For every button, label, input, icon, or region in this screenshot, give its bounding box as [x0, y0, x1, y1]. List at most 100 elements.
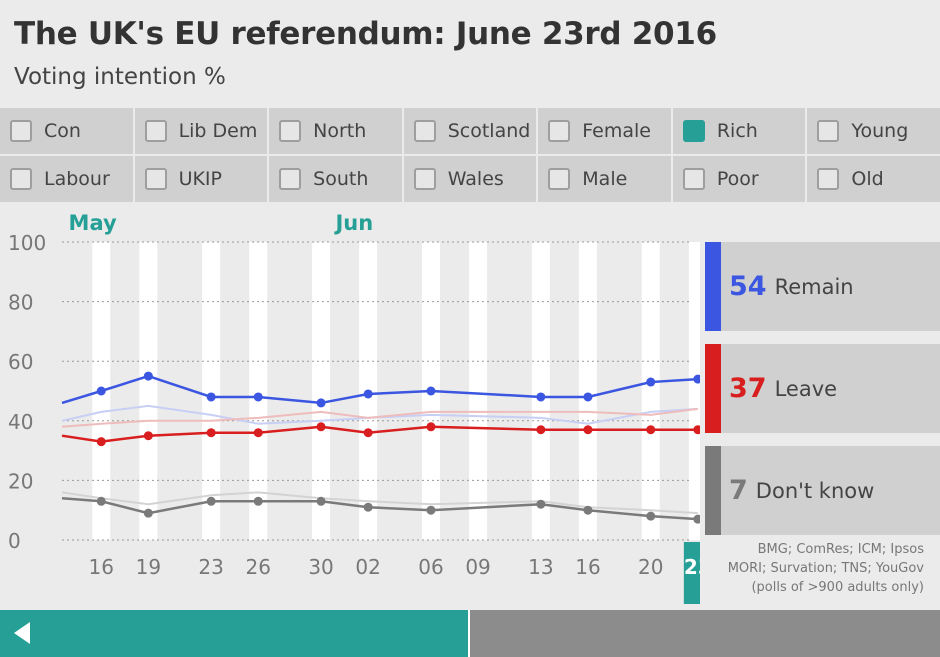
dont-know-value: 7 — [729, 475, 748, 506]
y-tick-label: 80 — [8, 291, 33, 315]
checkbox-icon[interactable] — [144, 120, 167, 142]
filter-label: South — [313, 168, 369, 190]
filter-wales[interactable]: Wales — [403, 156, 537, 202]
background-series-line — [61, 491, 698, 515]
filter-rich[interactable]: Rich — [672, 108, 806, 154]
filter-panel: Con Lib Dem North Scotland Female Rich Y… — [0, 108, 940, 204]
remain-label: Remain — [774, 274, 854, 299]
date-stripe — [531, 242, 550, 540]
filter-old[interactable]: Old — [807, 156, 940, 202]
data-point — [426, 422, 436, 432]
data-point — [96, 437, 106, 447]
data-point — [363, 502, 373, 512]
filter-female[interactable]: Female — [538, 108, 671, 154]
x-tick-label: 20 — [638, 555, 663, 579]
data-point — [693, 374, 700, 384]
filter-label: Poor — [716, 168, 759, 190]
checkbox-icon[interactable] — [279, 168, 302, 190]
filter-label: Scotland — [447, 120, 531, 142]
checkbox-icon[interactable] — [682, 120, 705, 142]
filter-lib-dem[interactable]: Lib Dem — [134, 108, 268, 154]
source-note: BMG; ComRes; ICM; Ipsos MORI; Survation;… — [728, 540, 924, 597]
checkbox-icon[interactable] — [682, 168, 705, 190]
date-stripe — [202, 242, 221, 540]
filter-north[interactable]: North — [269, 108, 402, 154]
y-tick-label: 100 — [8, 231, 46, 255]
date-stripe — [249, 242, 268, 540]
data-point — [693, 425, 700, 435]
filter-label: Old — [851, 168, 884, 190]
filter-label: Female — [582, 120, 651, 142]
data-point — [316, 422, 326, 432]
legend-dont-know[interactable]: 7 Don't know — [705, 446, 940, 535]
filter-male[interactable]: Male — [538, 156, 671, 202]
background-series-line — [61, 404, 698, 425]
data-point — [646, 377, 656, 387]
legend-leave[interactable]: 37 Leave — [705, 344, 940, 433]
series-line — [61, 425, 698, 443]
data-point — [143, 371, 153, 381]
x-tick-label: 16 — [89, 555, 114, 579]
dont-know-color-bar — [705, 446, 721, 535]
date-stripe — [312, 242, 331, 540]
data-point — [693, 514, 700, 524]
data-point — [143, 431, 153, 441]
y-tick-label: 0 — [8, 529, 21, 553]
y-tick-label: 60 — [8, 350, 33, 374]
checkbox-icon[interactable] — [817, 168, 840, 190]
legend-remain[interactable]: 54 Remain — [705, 242, 940, 331]
checkbox-icon[interactable] — [144, 168, 167, 190]
data-point — [646, 425, 656, 435]
filter-young[interactable]: Young — [807, 108, 940, 154]
checkbox-icon[interactable] — [817, 120, 840, 142]
filter-scotland[interactable]: Scotland — [403, 108, 537, 154]
data-point — [536, 392, 546, 402]
y-tick-label: 20 — [8, 469, 33, 493]
checkbox-icon[interactable] — [413, 120, 436, 142]
data-point — [96, 386, 106, 396]
checkbox-icon[interactable] — [279, 120, 302, 142]
filter-label: North — [313, 120, 367, 142]
filter-label: Labour — [44, 168, 110, 190]
source-line: (polls of >900 adults only) — [751, 580, 924, 595]
source-line: BMG; ComRes; ICM; Ipsos — [757, 542, 924, 557]
leave-value: 37 — [729, 373, 767, 404]
data-point — [426, 386, 436, 396]
timeline-progress[interactable] — [0, 610, 470, 657]
chart-title: The UK's EU referendum: June 23rd 2016 — [14, 16, 717, 52]
data-point — [206, 392, 216, 402]
checkbox-icon[interactable] — [10, 120, 32, 142]
filter-label: UKIP — [178, 168, 222, 190]
date-stripe — [578, 242, 597, 540]
filter-con[interactable]: Con — [0, 108, 133, 154]
x-tick-label: 19 — [136, 555, 161, 579]
data-point — [363, 389, 373, 399]
filter-ukip[interactable]: UKIP — [134, 156, 268, 202]
filter-poor[interactable]: Poor — [672, 156, 806, 202]
back-arrow-icon[interactable] — [14, 622, 30, 644]
date-stripe — [469, 242, 488, 540]
checkbox-icon[interactable] — [548, 168, 571, 190]
data-point — [583, 505, 593, 515]
date-stripe — [641, 242, 660, 540]
filter-label: Lib Dem — [178, 120, 258, 142]
data-point — [96, 496, 106, 506]
x-tick-label: 23 — [684, 555, 700, 579]
data-point — [206, 496, 216, 506]
checkbox-icon[interactable] — [10, 168, 32, 190]
data-point — [206, 428, 216, 438]
x-tick-label: 23 — [198, 555, 223, 579]
background-series-line — [61, 407, 698, 428]
data-point — [426, 505, 436, 515]
data-point — [646, 511, 656, 521]
checkbox-icon[interactable] — [548, 120, 571, 142]
date-stripe — [688, 242, 700, 540]
filter-labour[interactable]: Labour — [0, 156, 133, 202]
data-point — [316, 496, 326, 506]
leave-color-bar — [705, 344, 721, 433]
data-point — [253, 496, 263, 506]
filter-south[interactable]: South — [269, 156, 402, 202]
checkbox-icon[interactable] — [413, 168, 436, 190]
leave-label: Leave — [774, 376, 838, 401]
timeline-slider[interactable] — [0, 610, 940, 657]
